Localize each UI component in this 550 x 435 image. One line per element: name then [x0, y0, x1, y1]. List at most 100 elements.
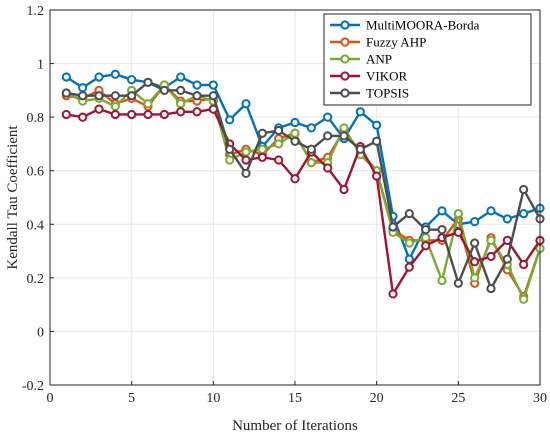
data-point — [519, 208, 529, 219]
data-point — [274, 125, 284, 136]
data-point — [241, 147, 251, 157]
y-tick-label: 0 — [37, 325, 44, 340]
data-point — [437, 275, 447, 286]
data-point — [502, 235, 512, 245]
data-point — [470, 273, 480, 283]
legend-marker — [340, 20, 350, 30]
data-point — [372, 136, 382, 146]
data-point — [257, 128, 267, 138]
legend-label: ANP — [366, 52, 392, 67]
data-point — [208, 91, 218, 101]
data-point — [306, 158, 316, 168]
data-point — [176, 72, 186, 82]
data-point — [110, 91, 120, 101]
y-tick-label: 0.8 — [27, 111, 45, 126]
data-point — [176, 107, 186, 117]
data-point — [143, 77, 153, 87]
data-point — [143, 109, 153, 120]
data-point — [225, 144, 235, 154]
data-point — [404, 254, 414, 264]
data-point — [421, 225, 431, 235]
data-point — [421, 233, 431, 243]
data-point — [241, 99, 251, 109]
x-tick-label: 30 — [533, 391, 547, 406]
data-point — [519, 294, 529, 304]
data-point — [257, 144, 267, 154]
data-point — [519, 259, 529, 270]
data-point — [486, 206, 496, 216]
data-point — [290, 136, 300, 146]
legend-item: Fuzzy AHP — [330, 35, 426, 50]
y-tick-label: 1 — [37, 58, 44, 73]
data-point — [208, 80, 218, 90]
series-4 — [61, 77, 545, 294]
data-point — [453, 227, 463, 237]
data-point — [143, 99, 153, 109]
data-point — [323, 131, 333, 141]
legend-marker — [340, 88, 350, 98]
data-point — [241, 155, 251, 165]
data-point — [290, 174, 300, 184]
data-point — [306, 123, 316, 133]
data-point — [241, 168, 251, 178]
data-point — [486, 283, 496, 294]
data-point — [470, 257, 480, 267]
data-point — [519, 184, 529, 195]
legend-marker — [340, 37, 350, 47]
data-point — [290, 117, 300, 128]
data-point — [355, 107, 365, 117]
data-point — [437, 206, 447, 216]
data-point — [339, 131, 349, 141]
data-point — [225, 155, 235, 165]
legend-marker — [340, 71, 350, 81]
x-tick-label: 0 — [47, 391, 54, 406]
data-point — [388, 289, 398, 299]
data-point — [372, 171, 382, 181]
legend-label: TOPSIS — [366, 86, 409, 101]
data-point — [502, 254, 512, 264]
data-point — [127, 91, 137, 101]
data-point — [437, 225, 447, 235]
data-point — [110, 69, 120, 79]
data-point — [323, 112, 333, 122]
legend-label: MultiMOORA-Borda — [366, 18, 480, 33]
data-point — [110, 109, 120, 120]
data-point — [404, 238, 414, 248]
data-point — [290, 128, 300, 138]
x-tick-label: 25 — [451, 391, 465, 406]
data-point — [94, 91, 104, 101]
data-point — [257, 152, 267, 162]
y-tick-label: 0.4 — [27, 218, 45, 233]
data-point — [372, 120, 382, 130]
y-tick-label: -0.2 — [22, 379, 44, 394]
data-point — [404, 208, 414, 219]
data-point — [486, 251, 496, 262]
data-point — [94, 104, 104, 114]
data-point — [159, 109, 169, 120]
data-point — [176, 99, 186, 109]
data-point — [323, 163, 333, 173]
data-point — [176, 85, 186, 95]
data-point — [274, 139, 284, 149]
data-point — [127, 109, 137, 120]
data-point — [486, 235, 496, 245]
x-tick-label: 5 — [128, 391, 135, 406]
data-point — [470, 238, 480, 248]
legend-item: ANP — [330, 52, 392, 67]
data-point — [339, 123, 349, 133]
data-point — [388, 222, 398, 232]
legend: MultiMOORA-Borda Fuzzy AHP ANP VIKOR TOPSIS — [323, 13, 532, 106]
y-axis-title: Kendall Tau Coefficient — [5, 125, 21, 270]
x-tick-label: 20 — [370, 391, 384, 406]
data-point — [94, 72, 104, 82]
data-point — [127, 75, 137, 85]
y-tick-label: 0.6 — [27, 165, 45, 180]
data-point — [192, 107, 202, 117]
data-point — [355, 144, 365, 154]
data-point — [192, 80, 202, 90]
y-tick-label: 0.2 — [27, 272, 45, 287]
data-point — [61, 88, 71, 98]
data-point — [404, 262, 414, 272]
legend-item: VIKOR — [330, 69, 407, 84]
x-tick-label: 15 — [288, 391, 302, 406]
